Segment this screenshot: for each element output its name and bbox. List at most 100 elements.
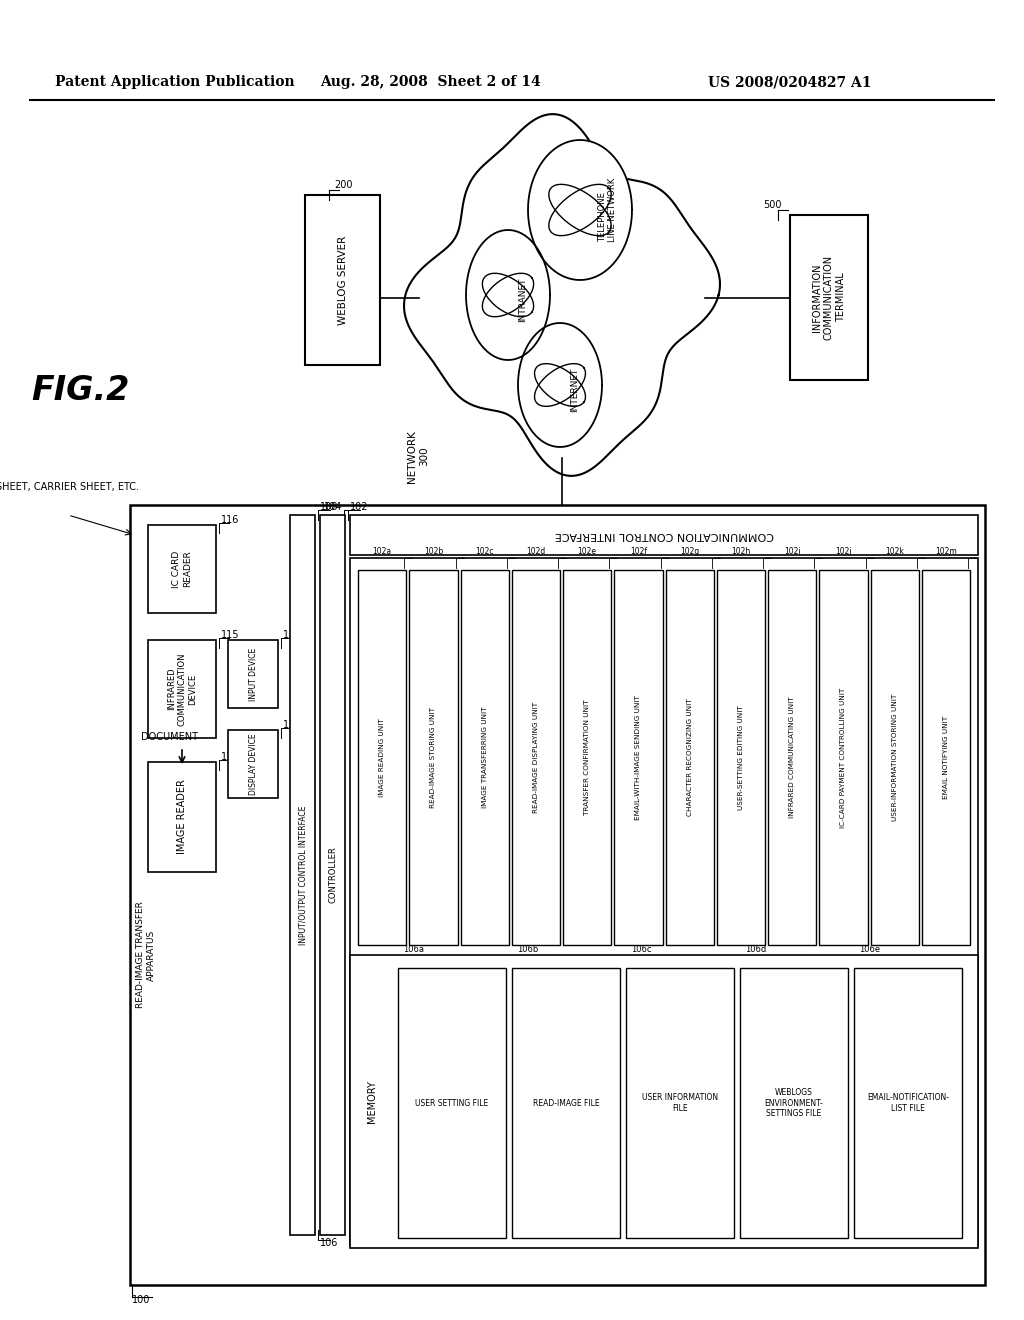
Bar <box>461 570 509 945</box>
Bar <box>350 954 978 1247</box>
Bar <box>614 570 663 945</box>
Text: FIG.2: FIG.2 <box>31 374 129 407</box>
Text: 200: 200 <box>335 180 353 190</box>
Bar <box>870 570 919 945</box>
Text: Aug. 28, 2008  Sheet 2 of 14: Aug. 28, 2008 Sheet 2 of 14 <box>319 75 541 88</box>
Text: 115: 115 <box>221 630 240 640</box>
Text: COMMUNICATION CONTROL INTERFACE: COMMUNICATION CONTROL INTERFACE <box>554 531 773 540</box>
Text: 116: 116 <box>221 515 240 525</box>
Bar <box>319 515 345 1236</box>
Text: EMAIL-NOTIFICATION-
LIST FILE: EMAIL-NOTIFICATION- LIST FILE <box>867 1093 949 1113</box>
Text: USER SETTING FILE: USER SETTING FILE <box>416 1098 488 1107</box>
Text: 106d: 106d <box>745 945 766 954</box>
Text: 102a: 102a <box>373 548 392 557</box>
Bar <box>740 968 848 1238</box>
Bar <box>148 640 216 738</box>
Text: 104: 104 <box>324 502 342 512</box>
Polygon shape <box>518 323 602 447</box>
Text: 102h: 102h <box>731 548 751 557</box>
Text: CONTROLLER: CONTROLLER <box>328 846 337 903</box>
Text: EMAIL-WITH-IMAGE SENDING UNIT: EMAIL-WITH-IMAGE SENDING UNIT <box>635 696 641 820</box>
Polygon shape <box>466 230 550 360</box>
Text: WEBLOGS
ENVIRONMENT-
SETTINGS FILE: WEBLOGS ENVIRONMENT- SETTINGS FILE <box>765 1088 823 1118</box>
Text: 102c: 102c <box>475 548 494 557</box>
Text: INTRANET: INTRANET <box>518 277 527 322</box>
Bar <box>228 640 278 708</box>
Text: INFRARED COMMUNICATING UNIT: INFRARED COMMUNICATING UNIT <box>790 697 795 818</box>
Bar <box>512 570 560 945</box>
Bar <box>626 968 734 1238</box>
Text: READ-IMAGE DISPLAYING UNIT: READ-IMAGE DISPLAYING UNIT <box>532 702 539 813</box>
Text: 102j: 102j <box>835 548 852 557</box>
Bar <box>398 968 506 1238</box>
Text: READ-IMAGE FILE: READ-IMAGE FILE <box>532 1098 599 1107</box>
Text: INFRARED
COMMUNICATION
DEVICE: INFRARED COMMUNICATION DEVICE <box>167 652 197 726</box>
Polygon shape <box>528 140 632 280</box>
Text: INPUT DEVICE: INPUT DEVICE <box>249 647 257 701</box>
Text: 102i: 102i <box>783 548 801 557</box>
Text: 106b: 106b <box>517 945 539 954</box>
Text: WEBLOG SERVER: WEBLOG SERVER <box>338 235 347 325</box>
Bar <box>228 730 278 799</box>
Text: IC CARD
READER: IC CARD READER <box>172 550 191 587</box>
Bar <box>290 515 315 1236</box>
Bar <box>922 570 970 945</box>
Text: IMAGE READING UNIT: IMAGE READING UNIT <box>379 718 385 797</box>
Bar <box>350 515 978 554</box>
Text: TRANSFER CONFIRMATION UNIT: TRANSFER CONFIRMATION UNIT <box>584 700 590 816</box>
Bar <box>148 525 216 612</box>
Text: INFORMATION
COMMUNICATION
TERMINAL: INFORMATION COMMUNICATION TERMINAL <box>812 255 846 341</box>
Text: 113: 113 <box>283 630 301 640</box>
Text: 102f: 102f <box>630 548 647 557</box>
Text: 102d: 102d <box>526 548 546 557</box>
Text: 106c: 106c <box>631 945 651 954</box>
Text: INPUT/OUTPUT CONTROL INTERFACE: INPUT/OUTPUT CONTROL INTERFACE <box>298 805 307 945</box>
Text: 102m: 102m <box>935 548 956 557</box>
Bar <box>512 968 620 1238</box>
Bar <box>148 762 216 873</box>
Text: 106: 106 <box>319 1238 338 1247</box>
Text: MEMORY: MEMORY <box>367 1080 377 1123</box>
Text: NETWORK
300: NETWORK 300 <box>408 430 429 483</box>
Text: DOCUMENT: DOCUMENT <box>141 733 199 742</box>
Text: CHARACTER RECOGNIZING UNIT: CHARACTER RECOGNIZING UNIT <box>687 698 692 816</box>
Text: 106a: 106a <box>403 945 424 954</box>
Polygon shape <box>404 114 720 477</box>
Text: INTERNET: INTERNET <box>570 368 579 412</box>
Text: IMAGE TRANSFERRING UNIT: IMAGE TRANSFERRING UNIT <box>481 706 487 808</box>
Text: 100: 100 <box>132 1295 151 1305</box>
Text: USER INFORMATION
FILE: USER INFORMATION FILE <box>642 1093 718 1113</box>
Text: 102k: 102k <box>885 548 904 557</box>
Text: IMAGE READER: IMAGE READER <box>177 780 187 854</box>
Text: EMAIL NOTIFYING UNIT: EMAIL NOTIFYING UNIT <box>943 715 949 799</box>
Text: DISPLAY DEVICE: DISPLAY DEVICE <box>249 733 257 795</box>
Text: TELEPHONE
LINE NETWORK: TELEPHONE LINE NETWORK <box>598 178 617 242</box>
Text: 112: 112 <box>221 752 240 762</box>
Text: 102: 102 <box>350 502 369 512</box>
Text: 102g: 102g <box>680 548 699 557</box>
Bar <box>819 570 867 945</box>
Bar <box>130 506 985 1284</box>
Text: IC-CARD PAYMENT CONTROLLING UNIT: IC-CARD PAYMENT CONTROLLING UNIT <box>841 688 847 828</box>
Text: READ-IMAGE STORING UNIT: READ-IMAGE STORING UNIT <box>430 708 436 808</box>
Bar <box>854 968 962 1238</box>
Text: 114: 114 <box>283 719 301 730</box>
Bar <box>305 195 380 366</box>
Bar <box>563 570 611 945</box>
Bar <box>358 570 407 945</box>
Text: 500: 500 <box>764 201 782 210</box>
Text: USER-INFORMATION STORING UNIT: USER-INFORMATION STORING UNIT <box>892 694 898 821</box>
Bar <box>666 570 714 945</box>
Bar <box>410 570 458 945</box>
Bar <box>790 215 868 380</box>
Text: 106e: 106e <box>859 945 880 954</box>
Bar <box>717 570 765 945</box>
Text: 102b: 102b <box>424 548 443 557</box>
Text: US 2008/0204827 A1: US 2008/0204827 A1 <box>709 75 871 88</box>
Text: 102e: 102e <box>578 548 597 557</box>
Text: SHEET, CARRIER SHEET, ETC.: SHEET, CARRIER SHEET, ETC. <box>0 482 139 492</box>
Bar <box>768 570 816 945</box>
Text: 108: 108 <box>319 502 338 512</box>
Text: USER-SETTING EDITING UNIT: USER-SETTING EDITING UNIT <box>738 705 743 810</box>
Bar <box>350 558 978 1245</box>
